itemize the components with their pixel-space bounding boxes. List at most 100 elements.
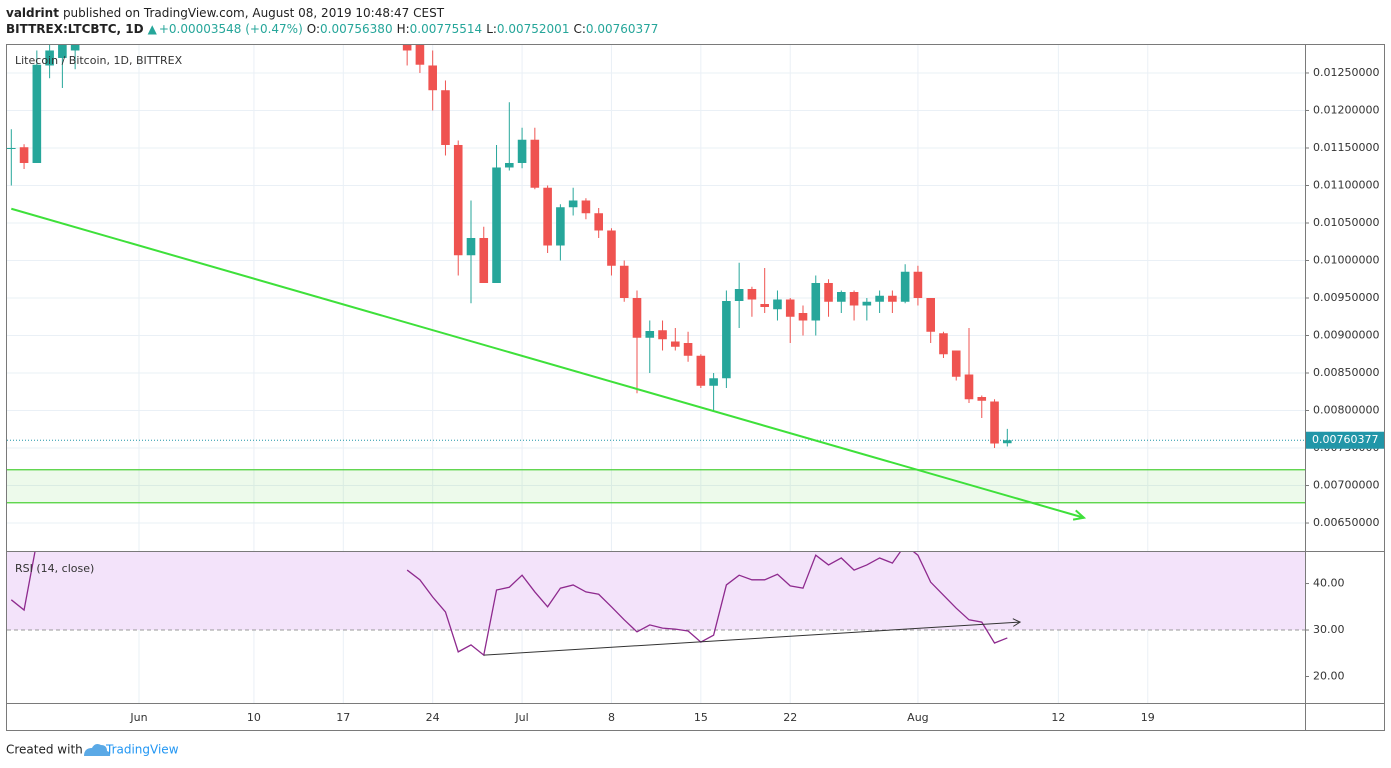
x-tick-label: 17 (336, 711, 350, 724)
created-with: Created with (6, 743, 83, 757)
symbol: BITTREX:LTCBTC, 1D (6, 22, 144, 36)
y-tick-label: 0.00950000 (1313, 291, 1379, 304)
axes: Jun 10 17 24 Jul 8 15 22 Aug 12 19 0.00650000 0.0070… (6, 44, 1385, 731)
candle-body (58, 45, 67, 58)
candle-body (32, 64, 42, 163)
candle-body (453, 144, 463, 256)
candle-body (568, 200, 578, 208)
publish-line: valdrint published on TradingView.com, Au… (6, 6, 445, 20)
y-tick-label: 0.00650000 (1313, 516, 1379, 529)
change: +0.00003548 (+0.47%) (159, 22, 303, 36)
candle-body (658, 330, 667, 340)
rsi-tick-label: 20.00 (1313, 670, 1345, 683)
rsi-band (7, 551, 1305, 631)
candle-body (517, 139, 527, 163)
rsi-tick-label: 40.00 (1313, 577, 1345, 590)
candle-body (747, 288, 757, 300)
candle-body (70, 45, 80, 51)
candle-body (888, 295, 897, 302)
candle-body (671, 341, 680, 347)
y-tick-label: 0.01200000 (1313, 103, 1379, 116)
x-tick-label: 8 (608, 711, 615, 724)
x-tick-label: 10 (247, 711, 261, 724)
candle-body (543, 187, 552, 246)
author: valdrint (6, 6, 59, 20)
trendline-arrow (1072, 509, 1087, 521)
candle-body (492, 167, 501, 283)
candle-body (849, 291, 859, 306)
price-pane (7, 45, 1305, 521)
candle-body (837, 291, 846, 302)
candle-body (696, 355, 706, 386)
candle-body (811, 282, 821, 321)
support-zone (7, 469, 1305, 503)
logo (84, 744, 111, 756)
grid (7, 45, 1305, 703)
candle-body (19, 147, 29, 163)
candle-body (632, 298, 642, 338)
y-tick-label: 0.00800000 (1313, 404, 1379, 417)
candle-body (479, 237, 489, 283)
y-tick-label: 0.00700000 (1313, 479, 1379, 492)
ohlc-value: 0.00752001 (497, 22, 570, 36)
ohlc-label: H: (397, 22, 410, 36)
x-tick-label: 22 (783, 711, 797, 724)
candle-body (734, 288, 744, 302)
candle-body (939, 333, 948, 355)
ohlc-value: 0.00760377 (586, 22, 659, 36)
candle-body (798, 313, 808, 321)
candle-body (900, 271, 910, 302)
y-tick-label: 0.00900000 (1313, 329, 1379, 342)
rsi-tick-label: 30.00 (1313, 623, 1345, 636)
price-legend: Litecoin / Bitcoin, 1D, BITTREX (15, 54, 183, 67)
candle-body (556, 207, 565, 246)
x-tick-label: 24 (426, 711, 440, 724)
candle-body (964, 374, 974, 400)
arrow: ▲ (148, 22, 158, 36)
rsi-legend: RSI (14, close) (15, 562, 94, 575)
y-tick-label: 0.01050000 (1313, 216, 1379, 229)
candle-body (913, 271, 923, 298)
candle-body (402, 45, 412, 51)
published: published on TradingView.com, August 08,… (63, 6, 445, 20)
candle-body (428, 65, 437, 91)
candle-body (951, 350, 961, 377)
candle-body (466, 237, 476, 256)
symbol-line: BITTREX:LTCBTC, 1D ▲ +0.00003548 (+0.47%) O… (6, 22, 658, 36)
y-tick-label: 0.01150000 (1313, 141, 1379, 154)
candle-body (7, 147, 16, 149)
candle-body (581, 200, 591, 214)
x-tick-label: 15 (694, 711, 708, 724)
ohlc-label: C: (573, 22, 585, 36)
candle-body (773, 299, 782, 310)
x-tick-label: Aug (907, 711, 928, 724)
candle-body (760, 304, 769, 308)
ohlc-label: O: (307, 22, 320, 36)
candle-body (607, 230, 616, 266)
rsi-line (10, 551, 1008, 657)
y-tick-label: 0.01250000 (1313, 66, 1379, 79)
y-tick-label: 0.01000000 (1313, 253, 1379, 266)
x-tick-label: Jun (129, 711, 147, 724)
rsi-pane (7, 551, 1305, 657)
candle-body (683, 343, 693, 356)
x-tick-label: Jul (514, 711, 528, 724)
last-price-box (1306, 431, 1384, 449)
candle-body (722, 301, 731, 379)
candle-body (594, 213, 603, 231)
trendline (11, 207, 1085, 519)
last-price-label: 0.00760377 (1312, 433, 1378, 446)
candle-body (441, 90, 450, 145)
y-tick-label: 0.00850000 (1313, 366, 1379, 379)
candle-body (619, 265, 629, 298)
candle-body (977, 397, 987, 401)
candle-body (990, 401, 999, 444)
candle-body (415, 45, 425, 65)
ohlc-value: 0.00775514 (410, 22, 483, 36)
ohlc-value: 0.00756380 (320, 22, 393, 36)
candle-body (824, 282, 833, 302)
rsi-trendline-arrow (1012, 618, 1022, 627)
candle-body (645, 331, 655, 338)
x-tick-label: 19 (1141, 711, 1155, 724)
